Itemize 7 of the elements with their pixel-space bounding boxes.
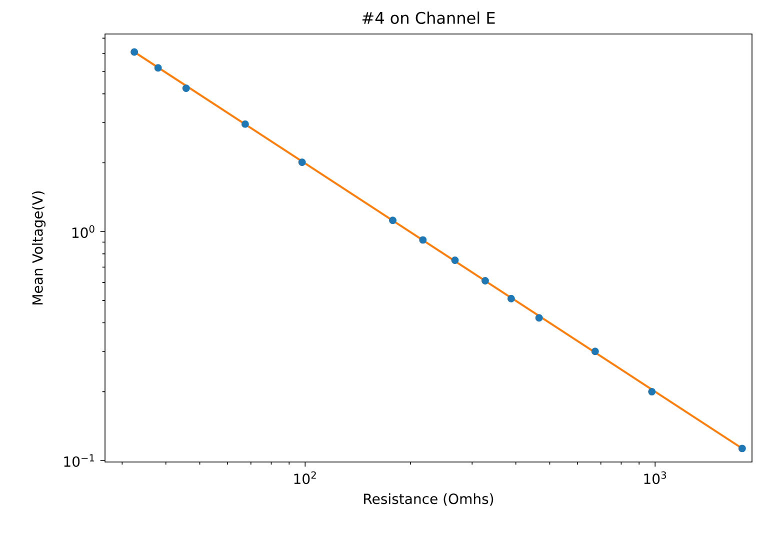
x-axis-title: Resistance (Omhs) (364, 493, 494, 506)
y-tick-label: 10$^{0}$ (72, 225, 94, 238)
y-tick-label: 10$^{−1}$ (64, 454, 94, 467)
x-tick-label: 10$^{3}$ (644, 471, 666, 484)
chart-title: #4 on Channel E (362, 12, 495, 24)
y-axis-title: Mean Voltage(V) (32, 191, 46, 304)
x-tick-label: 10$^{2}$ (294, 471, 316, 484)
